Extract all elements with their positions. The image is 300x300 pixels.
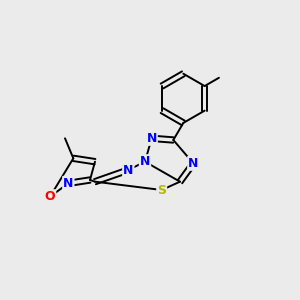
Text: N: N xyxy=(188,157,199,170)
Text: N: N xyxy=(140,155,150,168)
Text: N: N xyxy=(123,164,134,176)
Text: O: O xyxy=(45,190,55,203)
Text: S: S xyxy=(157,184,166,196)
Text: N: N xyxy=(63,177,74,190)
Text: N: N xyxy=(146,132,157,145)
